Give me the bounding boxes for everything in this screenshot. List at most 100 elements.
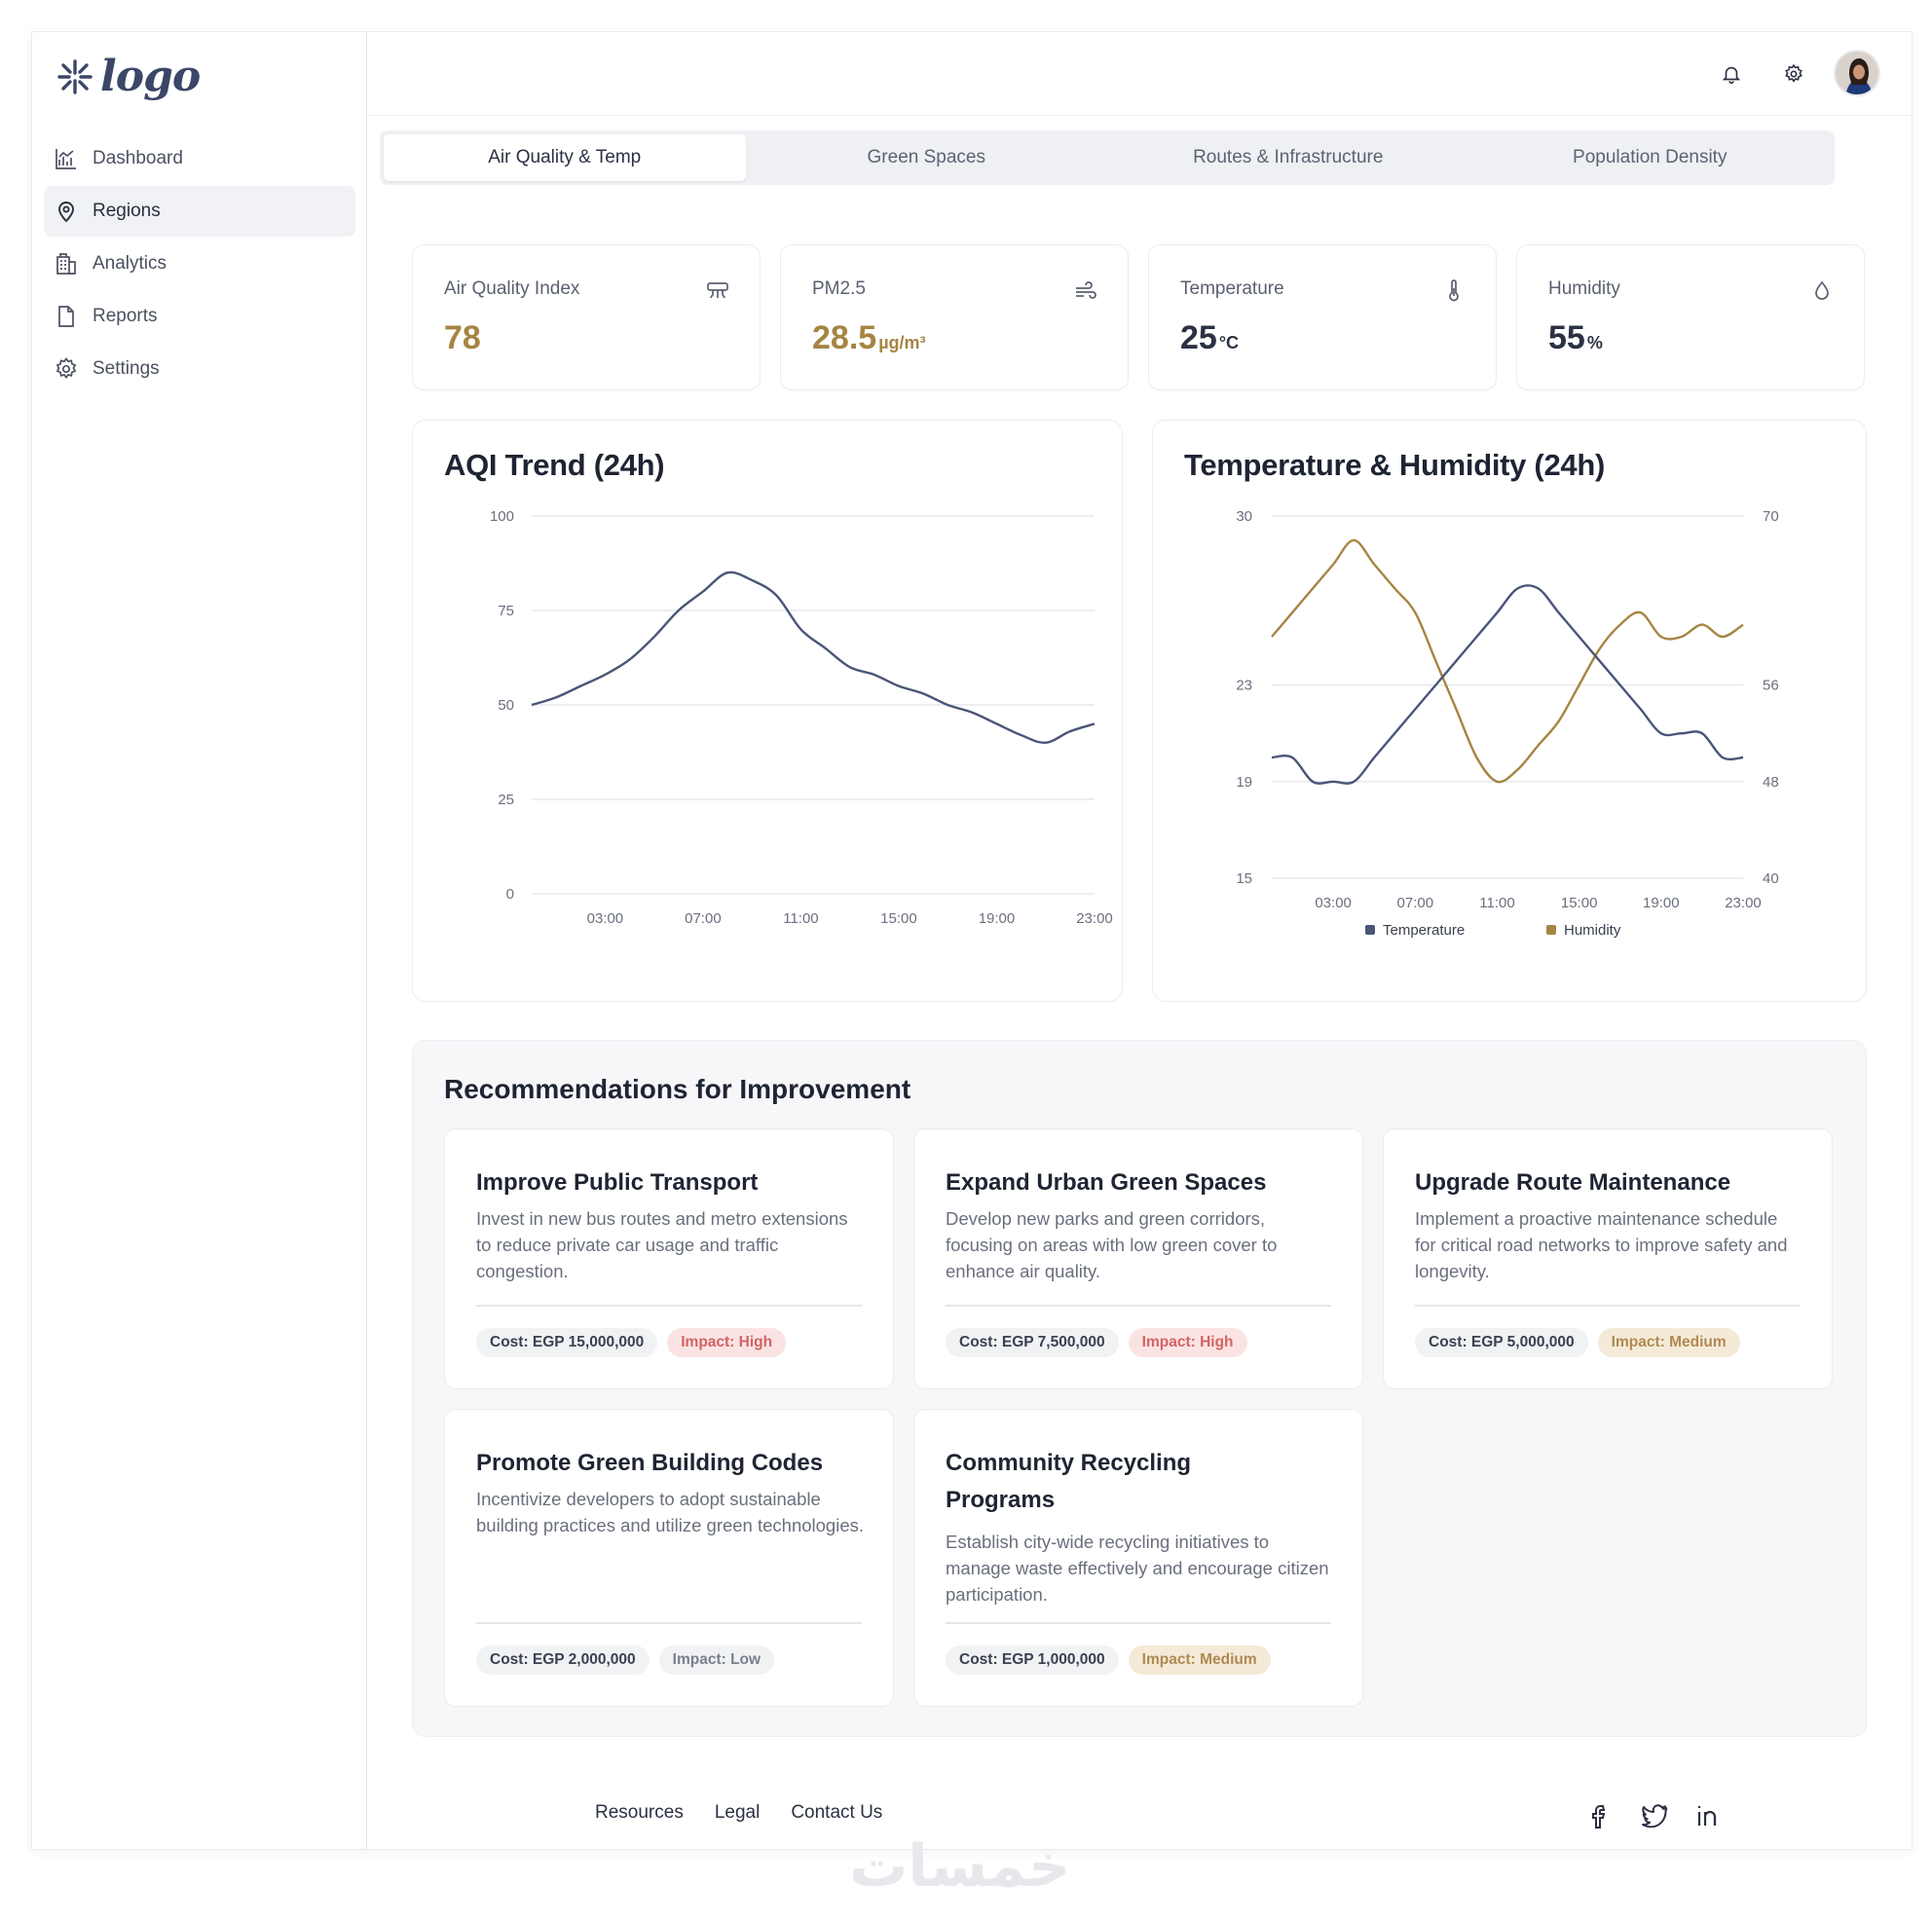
logo[interactable]: logo [56, 52, 201, 101]
x-tick-label: 11:00 [1479, 895, 1514, 911]
air-filter-icon [707, 282, 728, 299]
bell-icon [1722, 66, 1741, 84]
y-right-tick-label: 40 [1763, 870, 1779, 887]
recommendation-tags: Cost: EGP 7,500,000 Impact: High [946, 1328, 1247, 1357]
x-tick-label: 15:00 [880, 910, 917, 927]
stat-number: 78 [444, 319, 481, 356]
recommendation-desc: Develop new parks and green corridors, f… [946, 1208, 1278, 1281]
sidebar-item-settings[interactable]: Settings [44, 344, 355, 394]
stat-value-aqi: 78 [444, 319, 483, 357]
stat-number: 25 [1180, 319, 1217, 356]
header-settings-button[interactable] [1779, 59, 1808, 89]
y-left-tick-label: 15 [1236, 870, 1252, 887]
sidebar-item-reports[interactable]: Reports [44, 291, 355, 342]
sidebar-item-analytics[interactable]: Analytics [44, 239, 355, 289]
x-tick-label: 03:00 [587, 910, 624, 927]
file-icon [58, 306, 74, 327]
stat-label: Humidity [1548, 278, 1620, 299]
footer-link-contact[interactable]: Contact Us [791, 1802, 883, 1823]
top-header [368, 32, 1912, 116]
sidebar-item-regions[interactable]: Regions [44, 186, 355, 237]
droplet-icon [1815, 280, 1829, 300]
recommendation-tags: Cost: EGP 2,000,000 Impact: Low [476, 1645, 775, 1675]
stat-value-temperature: 25 °C [1180, 319, 1239, 357]
recommendation-tags: Cost: EGP 5,000,000 Impact: Medium [1415, 1328, 1740, 1357]
recommendation-card[interactable]: Upgrade Route Maintenance Implement a pr… [1383, 1128, 1833, 1389]
recommendation-title: Expand Urban Green Spaces [946, 1169, 1267, 1196]
cost-badge: Cost: EGP 7,500,000 [946, 1328, 1119, 1357]
wind-icon [1076, 281, 1096, 299]
impact-badge: Impact: Medium [1128, 1645, 1271, 1675]
twitter-link[interactable] [1639, 1800, 1670, 1831]
stat-number: 55 [1548, 319, 1585, 356]
legend-swatch-humidity [1546, 925, 1556, 935]
map-pin-icon [58, 202, 74, 223]
footer-links: Resources Legal Contact Us [595, 1802, 882, 1824]
sidebar-nav: Dashboard Regions Analytics Reports Sett… [44, 133, 355, 396]
user-avatar-icon [1836, 52, 1878, 94]
stat-unit: µg/m³ [878, 333, 926, 352]
recommendation-desc: Invest in new bus routes and metro exten… [476, 1208, 848, 1281]
y-tick-label: 50 [498, 697, 514, 714]
tab-population-density[interactable]: Population Density [1573, 147, 1728, 167]
divider [476, 1305, 862, 1307]
stat-value-humidity: 55% [1548, 319, 1603, 357]
linkedin-link[interactable] [1693, 1800, 1725, 1831]
recommendation-card[interactable]: Promote Green Building Codes Incentivize… [444, 1409, 894, 1707]
y-left-tick-label: 19 [1236, 774, 1252, 791]
recommendation-desc: Establish city-wide recycling initiative… [946, 1532, 1329, 1605]
avatar[interactable] [1834, 50, 1880, 96]
facebook-icon [1592, 1805, 1606, 1829]
recommendation-card[interactable]: Improve Public Transport Invest in new b… [444, 1128, 894, 1389]
twitter-icon [1642, 1804, 1668, 1829]
temp-humidity-chart: 15 19 23 30 40 48 56 70 03:00 07:00 11:00 15:00 19:0… [1236, 508, 1779, 939]
impact-badge: Impact: High [667, 1328, 787, 1357]
stat-unit: °C [1218, 333, 1240, 352]
y-left-tick-label: 23 [1236, 678, 1252, 694]
cost-badge: Cost: EGP 2,000,000 [476, 1645, 650, 1675]
chart-icon [56, 149, 76, 169]
recommendation-title: Improve Public Transport [476, 1169, 759, 1196]
x-tick-label: 19:00 [979, 910, 1016, 927]
aqi-trend-chart: 0 25 50 75 100 03:00 07:00 11:00 15:00 19:00 23:00 [490, 508, 1113, 927]
stat-number: 28.5 [812, 319, 877, 356]
gear-icon [1785, 63, 1802, 83]
recommendation-card[interactable]: Community Recycling Programs Establish c… [913, 1409, 1363, 1707]
y-tick-label: 100 [490, 508, 514, 525]
impact-badge: Impact: Medium [1597, 1328, 1740, 1357]
recommendation-card[interactable]: Expand Urban Green Spaces Develop new pa… [913, 1128, 1363, 1389]
divider [946, 1622, 1331, 1624]
stat-label: PM2.5 [812, 278, 866, 299]
stat-card-pm25: PM2.5 28.5 µg/m³ [780, 244, 1129, 390]
facebook-link[interactable] [1584, 1800, 1616, 1831]
x-tick-label: 11:00 [783, 910, 818, 927]
x-tick-label: 19:00 [1643, 895, 1680, 911]
app-window: logo Dashboard Regions Analytics Reports [31, 31, 1913, 1850]
watermark-text: خمسات [849, 1832, 1071, 1901]
legend-label-humidity: Humidity [1564, 922, 1621, 939]
temperature-series-line [1271, 584, 1744, 785]
sidebar-item-dashboard[interactable]: Dashboard [44, 133, 355, 184]
tab-routes-infrastructure[interactable]: Routes & Infrastructure [1193, 147, 1384, 167]
humidity-series-line [1271, 538, 1744, 784]
recommendation-tags: Cost: EGP 15,000,000 Impact: High [476, 1328, 787, 1357]
tab-green-spaces[interactable]: Green Spaces [867, 147, 985, 167]
stat-label: Air Quality Index [444, 278, 580, 299]
logo-text: logo [100, 52, 201, 101]
category-tabs: Air Quality & Temp Green Spaces Routes &… [380, 130, 1835, 185]
sidebar-item-label: Regions [93, 201, 161, 221]
thermometer-icon [1449, 279, 1459, 302]
footer-link-resources[interactable]: Resources [595, 1802, 684, 1823]
y-left-tick-label: 30 [1236, 508, 1252, 525]
stat-card-aqi: Air Quality Index 78 [412, 244, 761, 390]
linkedin-icon [1697, 1806, 1717, 1826]
chart-title: Temperature & Humidity (24h) [1184, 448, 1605, 482]
footer-link-legal[interactable]: Legal [714, 1802, 761, 1823]
x-tick-label: 07:00 [1397, 895, 1434, 911]
divider [1415, 1305, 1801, 1307]
y-right-tick-label: 70 [1763, 508, 1779, 525]
notifications-button[interactable] [1717, 59, 1746, 89]
tab-air-quality-temp[interactable]: Air Quality & Temp [384, 134, 746, 181]
legend-swatch-temperature [1365, 925, 1375, 935]
gear-icon [56, 357, 77, 380]
